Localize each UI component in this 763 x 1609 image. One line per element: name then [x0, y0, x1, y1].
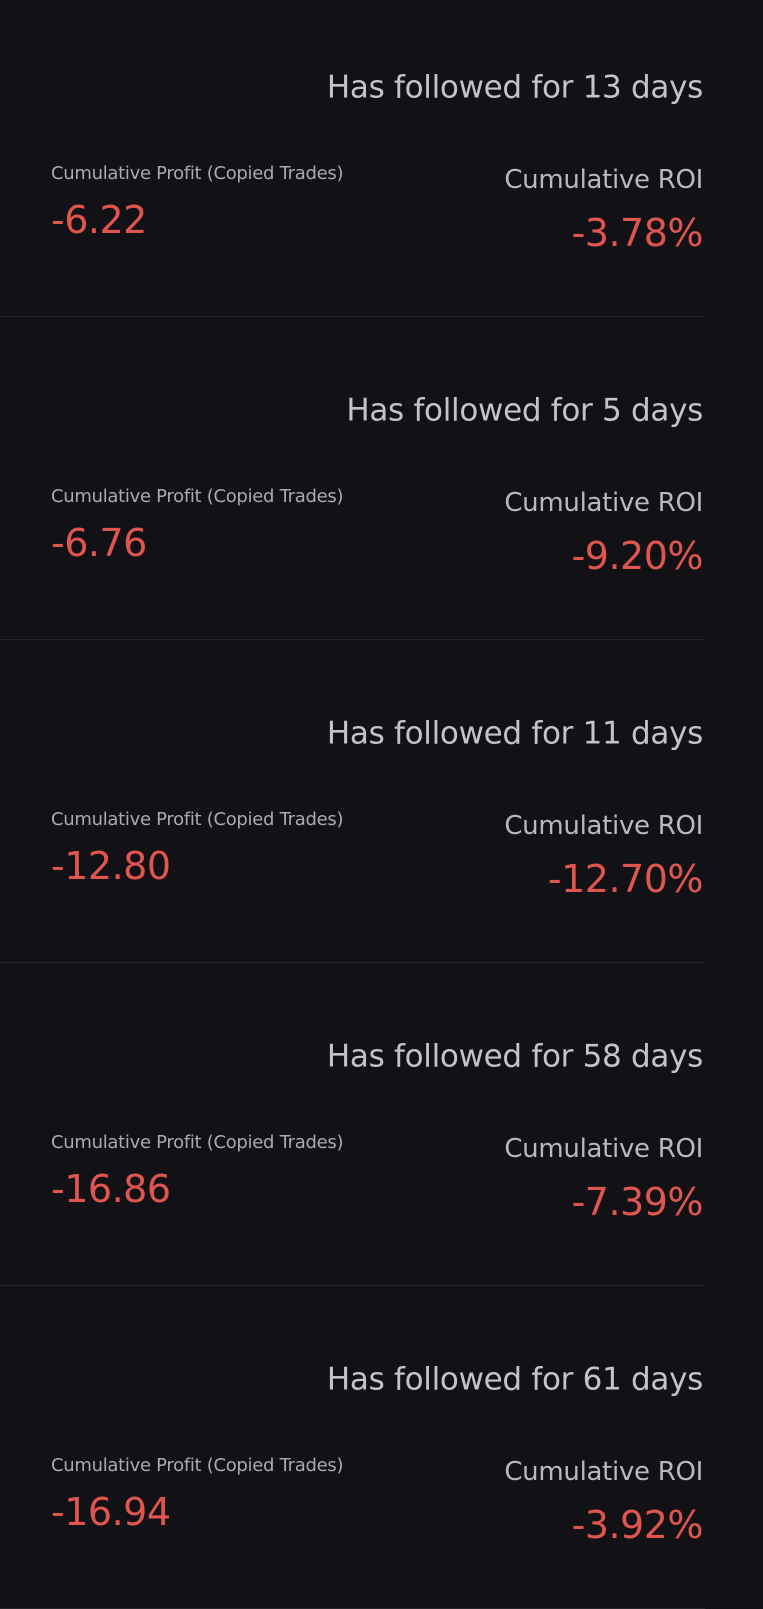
cumulative-roi-value: -3.78% — [571, 211, 704, 255]
followed-duration: Has followed for 11 days — [326, 715, 703, 752]
cumulative-roi-value: -9.20% — [571, 534, 704, 578]
copy-trade-card[interactable]: Has followed for 58 days Cumulative Prof… — [0, 962, 763, 1286]
cumulative-profit-label: Cumulative Profit (Copied Trades) — [51, 809, 344, 830]
divider — [0, 962, 705, 963]
copy-trade-card[interactable]: Has followed for 61 days Cumulative Prof… — [0, 1285, 763, 1609]
cumulative-profit-value: -12.80 — [51, 844, 171, 888]
cumulative-profit-label: Cumulative Profit (Copied Trades) — [51, 1132, 344, 1153]
cumulative-profit-label: Cumulative Profit (Copied Trades) — [51, 486, 344, 507]
cumulative-roi-value: -3.92% — [571, 1503, 704, 1547]
copy-trade-card[interactable]: Has followed for 5 days Cumulative Profi… — [0, 316, 763, 640]
cumulative-roi-label: Cumulative ROI — [504, 165, 703, 195]
cumulative-roi-label: Cumulative ROI — [504, 1457, 703, 1487]
cumulative-roi-label: Cumulative ROI — [504, 811, 703, 841]
cumulative-profit-value: -6.22 — [51, 198, 147, 242]
followed-duration: Has followed for 61 days — [326, 1361, 703, 1398]
divider — [0, 639, 705, 640]
divider — [0, 1285, 705, 1286]
copy-trade-card[interactable]: Has followed for 13 days Cumulative Prof… — [0, 0, 763, 317]
followed-duration: Has followed for 58 days — [326, 1038, 703, 1075]
cumulative-profit-value: -6.76 — [51, 521, 147, 565]
cumulative-roi-label: Cumulative ROI — [504, 1134, 703, 1164]
cumulative-profit-label: Cumulative Profit (Copied Trades) — [51, 1455, 344, 1476]
followed-duration: Has followed for 5 days — [346, 392, 703, 429]
cumulative-profit-value: -16.94 — [51, 1490, 171, 1534]
cumulative-roi-label: Cumulative ROI — [504, 488, 703, 518]
cumulative-roi-value: -12.70% — [547, 857, 704, 901]
followed-duration: Has followed for 13 days — [326, 69, 703, 106]
cumulative-profit-value: -16.86 — [51, 1167, 171, 1211]
copy-trade-card[interactable]: Has followed for 11 days Cumulative Prof… — [0, 639, 763, 963]
cumulative-profit-label: Cumulative Profit (Copied Trades) — [51, 163, 344, 184]
divider — [0, 316, 705, 317]
cumulative-roi-value: -7.39% — [571, 1180, 704, 1224]
